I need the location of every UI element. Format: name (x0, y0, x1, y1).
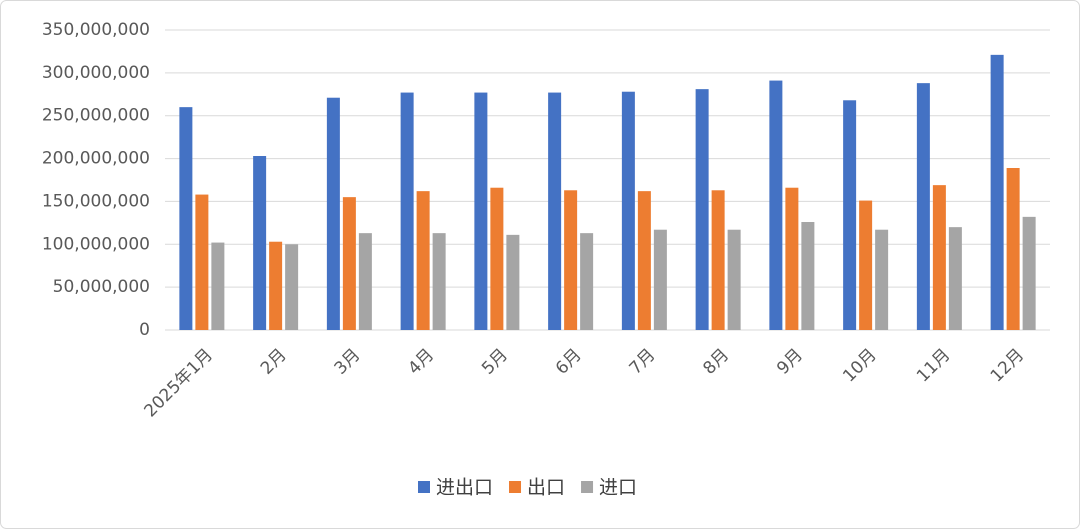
bar (474, 92, 488, 330)
bar (948, 227, 962, 330)
legend-swatch (418, 481, 430, 493)
bar (727, 229, 741, 330)
bar (358, 233, 372, 330)
bar (506, 234, 520, 330)
y-tick-label: 300,000,000 (42, 63, 150, 83)
bar (990, 54, 1004, 330)
bar (653, 229, 667, 330)
bar (843, 100, 857, 331)
bar (269, 241, 283, 330)
bar (285, 244, 299, 330)
bar (785, 187, 799, 330)
bar (637, 191, 651, 330)
y-tick-label: 200,000,000 (42, 149, 150, 169)
bar (1022, 216, 1036, 330)
bar (548, 92, 562, 330)
bar (1006, 168, 1020, 330)
bar (564, 190, 578, 330)
y-tick-label: 150,000,000 (42, 191, 150, 211)
bar (916, 83, 930, 331)
bar (932, 185, 946, 330)
legend-swatch (581, 481, 594, 493)
bar (326, 97, 340, 330)
bar (769, 80, 783, 330)
y-tick-label: 350,000,000 (42, 20, 150, 40)
bar (416, 191, 430, 330)
legend-label: 出口 (527, 477, 565, 499)
y-tick-label: 0 (139, 320, 150, 340)
y-tick-label: 250,000,000 (42, 106, 150, 126)
bar (253, 156, 267, 330)
bar (695, 89, 709, 331)
bar (342, 197, 356, 330)
legend-swatch (509, 481, 522, 493)
bar (875, 229, 889, 330)
bar (211, 242, 225, 330)
bar (621, 91, 635, 330)
bar (400, 92, 414, 330)
y-tick-label: 50,000,000 (53, 277, 150, 297)
bar (195, 194, 209, 330)
bar (801, 222, 815, 330)
bar (490, 187, 504, 330)
y-tick-label: 100,000,000 (42, 234, 150, 254)
bar (580, 233, 594, 330)
bar (179, 107, 193, 331)
legend-label: 进出口 (436, 477, 493, 499)
bar (711, 190, 725, 330)
legend-label: 进口 (599, 477, 637, 499)
bar (432, 233, 446, 330)
bar (859, 200, 873, 330)
